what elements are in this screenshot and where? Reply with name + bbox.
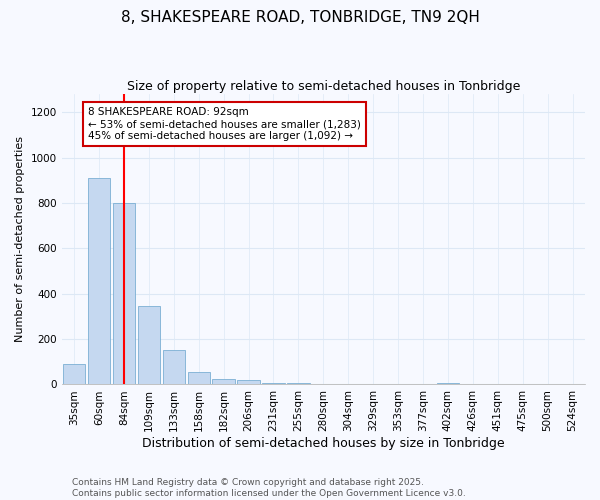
Bar — [188, 372, 210, 384]
Text: 8, SHAKESPEARE ROAD, TONBRIDGE, TN9 2QH: 8, SHAKESPEARE ROAD, TONBRIDGE, TN9 2QH — [121, 10, 479, 25]
X-axis label: Distribution of semi-detached houses by size in Tonbridge: Distribution of semi-detached houses by … — [142, 437, 505, 450]
Bar — [212, 379, 235, 384]
Bar — [113, 203, 135, 384]
Title: Size of property relative to semi-detached houses in Tonbridge: Size of property relative to semi-detach… — [127, 80, 520, 93]
Bar — [137, 306, 160, 384]
Text: 8 SHAKESPEARE ROAD: 92sqm
← 53% of semi-detached houses are smaller (1,283)
45% : 8 SHAKESPEARE ROAD: 92sqm ← 53% of semi-… — [88, 108, 361, 140]
Bar — [163, 350, 185, 384]
Bar — [88, 178, 110, 384]
Text: Contains HM Land Registry data © Crown copyright and database right 2025.
Contai: Contains HM Land Registry data © Crown c… — [72, 478, 466, 498]
Y-axis label: Number of semi-detached properties: Number of semi-detached properties — [15, 136, 25, 342]
Bar — [238, 380, 260, 384]
Bar — [63, 364, 85, 384]
